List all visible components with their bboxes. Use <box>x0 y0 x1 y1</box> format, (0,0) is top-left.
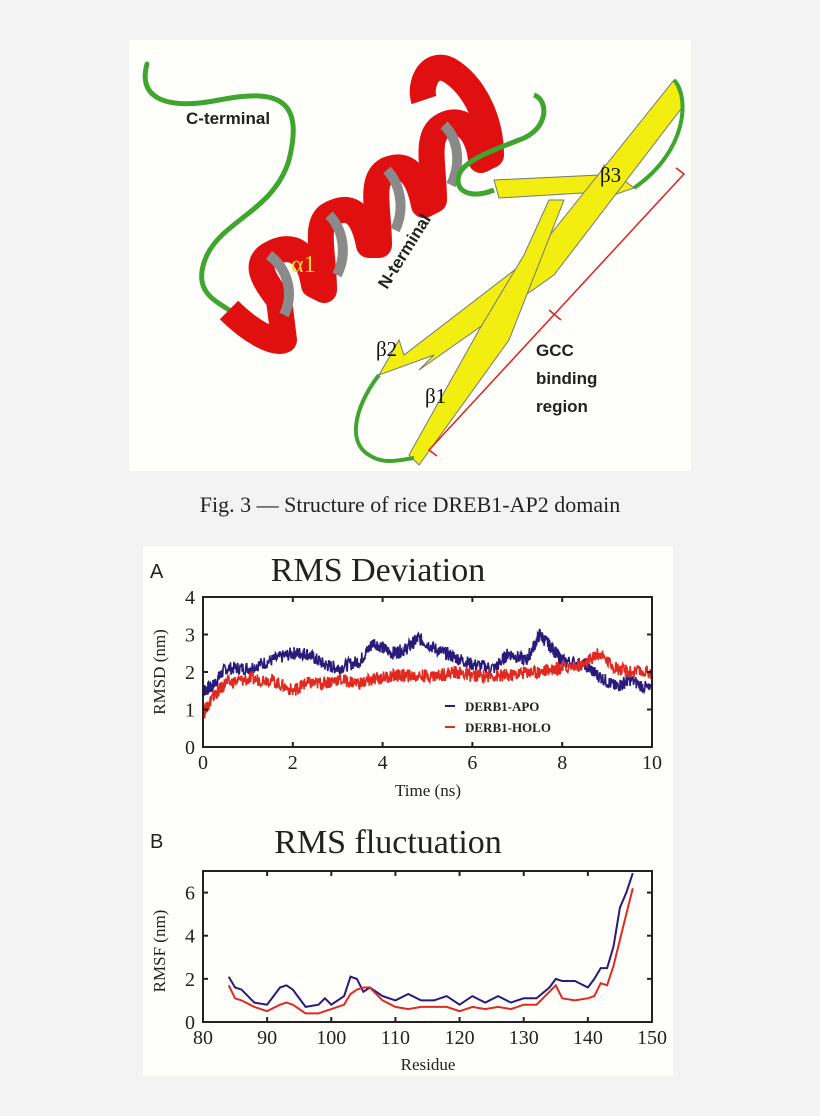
chart-a-ylabel: RMSD (nm) <box>150 629 169 714</box>
series-derb1-apo <box>202 628 653 696</box>
gcc-bracket <box>427 167 686 457</box>
chart-a-xlabel: Time (ns) <box>395 781 461 800</box>
y-tick-label: 6 <box>185 883 195 905</box>
y-tick-label: 4 <box>185 926 195 948</box>
y-tick-label: 1 <box>185 700 195 722</box>
x-tick-label: 150 <box>637 1027 667 1049</box>
x-tick-label: 120 <box>445 1027 475 1049</box>
panel-a-letter: A <box>150 561 164 583</box>
gcc-label-line1: GCC <box>536 341 574 360</box>
y-tick-label: 0 <box>185 1012 195 1034</box>
chart-b-title: RMS fluctuation <box>274 824 502 861</box>
y-tick-label: 4 <box>185 587 195 609</box>
series-derb1-holo <box>202 648 653 720</box>
legend-holo-label: DERB1-HOLO <box>465 720 551 735</box>
gcc-label-line3: region <box>536 397 588 416</box>
x-tick-label: 140 <box>573 1027 603 1049</box>
chart-b-ylabel: RMSF (nm) <box>150 910 169 993</box>
x-tick-label: 100 <box>316 1027 346 1049</box>
figure-caption: Fig. 3 — Structure of rice DREB1-AP2 dom… <box>199 492 621 517</box>
x-tick-label: 90 <box>257 1027 277 1049</box>
y-tick-label: 2 <box>185 662 195 684</box>
x-tick-label: 80 <box>193 1027 213 1049</box>
chart-a-legend: DERB1-APO DERB1-HOLO <box>445 699 551 735</box>
c-terminal-label: C-terminal <box>186 109 270 128</box>
chart-b-plot-area <box>227 872 634 1015</box>
ribbon-diagram: C-terminal N-terminal α1 β3 β2 β1 GCC bi… <box>142 54 686 466</box>
chart-b-xlabel: Residue <box>401 1055 456 1074</box>
legend-apo-label: DERB1-APO <box>465 699 539 714</box>
y-tick-label: 2 <box>185 969 195 991</box>
alpha-helix <box>219 54 504 354</box>
x-tick-label: 4 <box>378 752 388 774</box>
series-derb1-holo <box>227 888 634 1015</box>
n-terminal-loop <box>455 92 547 197</box>
chart-a-plot-area <box>202 628 653 720</box>
md-charts-panel: A RMS Deviation 0 2 4 6 8 10 0 1 2 3 4 RMSD (nm) T… <box>143 546 673 1076</box>
beta3-label: β3 <box>600 163 621 187</box>
x-tick-label: 2 <box>288 752 298 774</box>
alpha1-label: α1 <box>291 252 316 278</box>
gcc-label-line2: binding <box>536 369 597 388</box>
x-tick-label: 6 <box>467 752 477 774</box>
beta1-label: β1 <box>425 384 446 408</box>
beta2-label: β2 <box>376 337 397 361</box>
x-tick-label: 8 <box>557 752 567 774</box>
y-tick-label: 3 <box>185 625 195 647</box>
c-terminal-loop <box>142 61 296 313</box>
chart-a-axes: 0 2 4 6 8 10 0 1 2 3 4 <box>185 587 662 774</box>
chart-b-axes: 80 90 100 110 120 130 140 150 0 2 4 6 <box>185 871 667 1049</box>
x-tick-label: 130 <box>509 1027 539 1049</box>
panel-b-letter: B <box>150 831 163 853</box>
series-derb1-apo <box>227 872 634 1008</box>
protein-structure-image: C-terminal N-terminal α1 β3 β2 β1 GCC bi… <box>129 40 691 471</box>
beta-sheet <box>353 78 685 466</box>
chart-b-frame <box>202 870 653 1023</box>
x-tick-label: 110 <box>381 1027 410 1049</box>
chart-a-title: RMS Deviation <box>271 552 485 589</box>
y-tick-label: 0 <box>185 737 195 759</box>
x-tick-label: 0 <box>198 752 208 774</box>
chart-rmsd: A RMS Deviation 0 2 4 6 8 10 0 1 2 3 4 RMSD (nm) T… <box>150 552 662 800</box>
x-tick-label: 10 <box>642 752 662 774</box>
chart-rmsf: B RMS fluctuation 80 90 100 110 120 130 140 150… <box>150 824 667 1074</box>
